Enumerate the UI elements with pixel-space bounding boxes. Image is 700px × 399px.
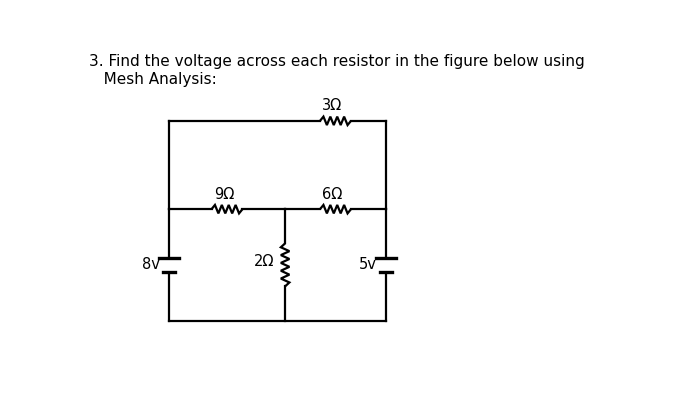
Text: 6Ω: 6Ω <box>322 187 342 202</box>
Text: 9Ω: 9Ω <box>214 187 234 202</box>
Text: 3. Find the voltage across each resistor in the figure below using: 3. Find the voltage across each resistor… <box>89 54 584 69</box>
Text: 5v: 5v <box>358 257 377 273</box>
Text: 8v: 8v <box>141 257 160 273</box>
Text: Mesh Analysis:: Mesh Analysis: <box>89 73 217 87</box>
Text: 3Ω: 3Ω <box>322 98 342 113</box>
Text: 2Ω: 2Ω <box>254 253 274 269</box>
